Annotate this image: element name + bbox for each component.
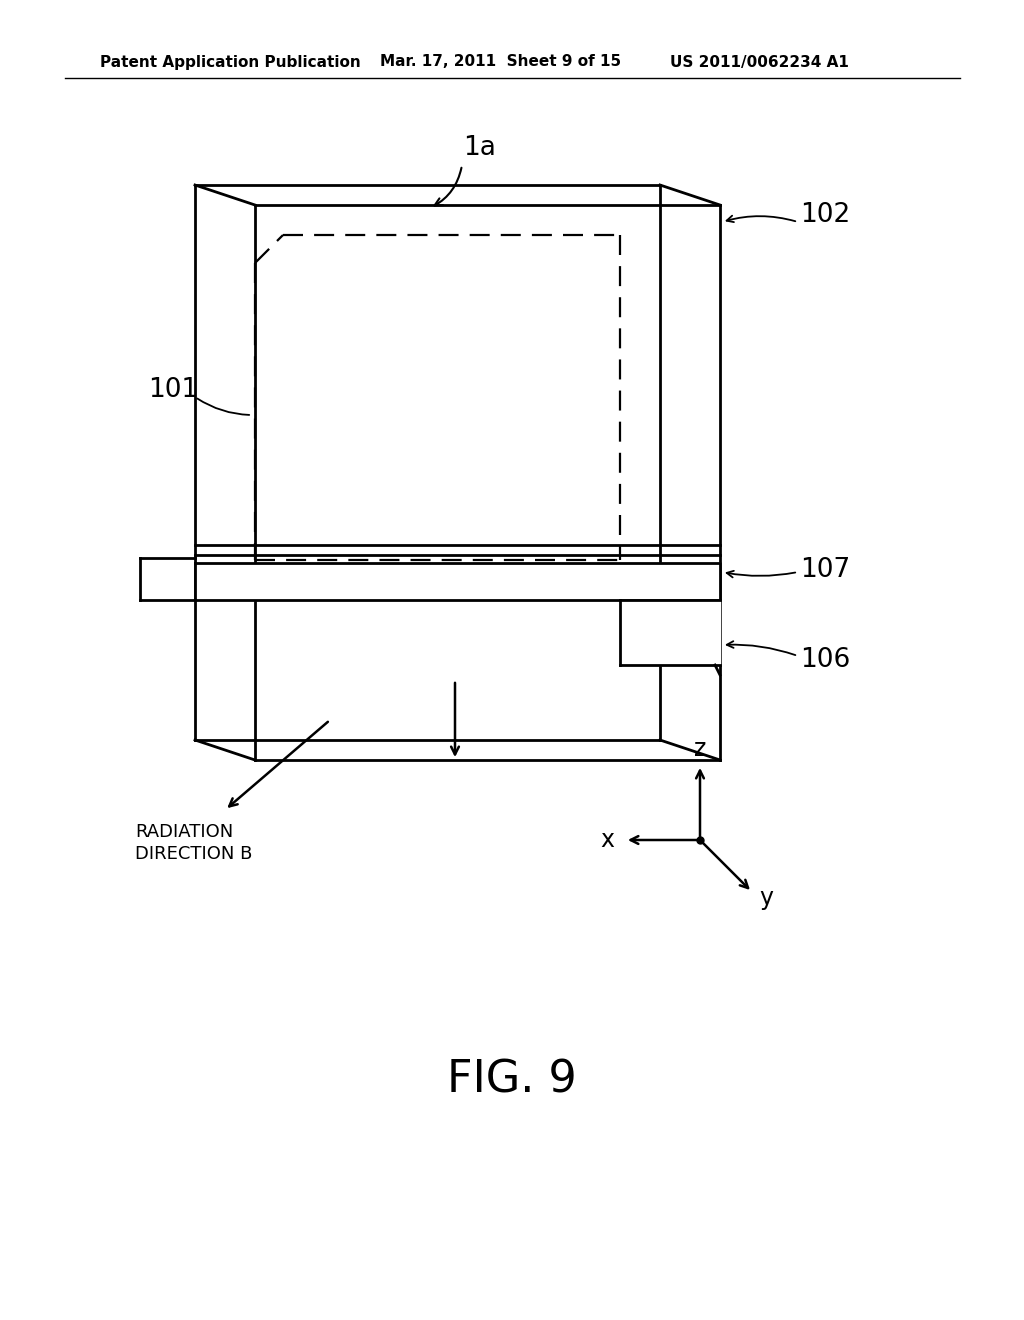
Text: Patent Application Publication: Patent Application Publication bbox=[100, 54, 360, 70]
Text: FIG. 9: FIG. 9 bbox=[447, 1059, 577, 1101]
Text: US 2011/0062234 A1: US 2011/0062234 A1 bbox=[670, 54, 849, 70]
Text: x: x bbox=[600, 828, 614, 851]
Polygon shape bbox=[620, 601, 720, 665]
Polygon shape bbox=[195, 564, 720, 601]
Text: z: z bbox=[694, 737, 707, 762]
Text: Mar. 17, 2011  Sheet 9 of 15: Mar. 17, 2011 Sheet 9 of 15 bbox=[380, 54, 622, 70]
Text: 106: 106 bbox=[800, 647, 850, 673]
Text: RADIATION
DIRECTION B: RADIATION DIRECTION B bbox=[135, 822, 252, 863]
Text: y: y bbox=[759, 886, 773, 909]
Text: 107: 107 bbox=[800, 557, 850, 583]
Text: 102: 102 bbox=[800, 202, 850, 228]
Text: 1a: 1a bbox=[464, 135, 497, 161]
Text: 101: 101 bbox=[148, 378, 199, 403]
